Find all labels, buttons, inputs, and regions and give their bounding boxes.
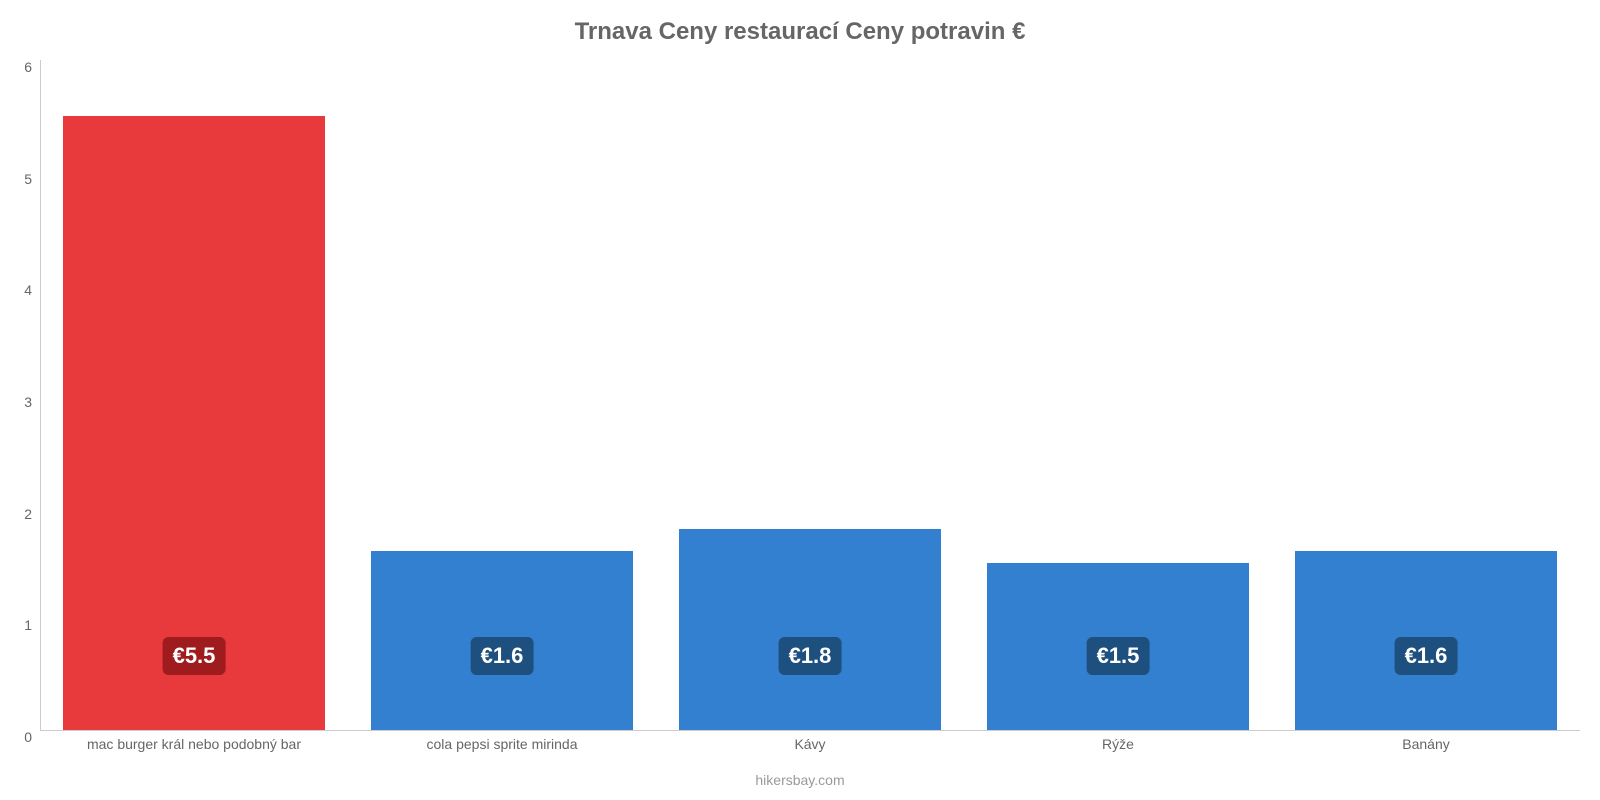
x-tick-label: mac burger král nebo podobný bar <box>87 736 301 752</box>
x-tick-label: Rýže <box>1102 736 1134 752</box>
x-tick-label: cola pepsi sprite mirinda <box>427 736 578 752</box>
y-axis: 0123456 <box>0 60 40 730</box>
y-tick-label: 3 <box>24 394 32 410</box>
plot-area: €5.5 €1.6 €1.8 €1.5 €1.6 <box>40 60 1580 730</box>
bar-value-label: €1.6 <box>471 637 534 675</box>
bar-value-label: €1.5 <box>1087 637 1150 675</box>
chart-title: Trnava Ceny restaurací Ceny potravin € <box>0 18 1600 46</box>
y-tick-label: 0 <box>24 729 32 745</box>
chart-attribution: hikersbay.com <box>0 772 1600 788</box>
bar-value-label: €1.6 <box>1395 637 1458 675</box>
bar <box>679 529 941 730</box>
x-axis: mac burger král nebo podobný bar cola pep… <box>40 730 1580 760</box>
bar-value-label: €5.5 <box>163 637 226 675</box>
x-tick-label: Kávy <box>794 736 825 752</box>
x-tick-label: Banány <box>1402 736 1449 752</box>
y-tick-label: 4 <box>24 282 32 298</box>
y-tick-label: 6 <box>24 59 32 75</box>
bar-chart: Trnava Ceny restaurací Ceny potravin € 0… <box>0 0 1600 800</box>
y-tick-label: 1 <box>24 617 32 633</box>
bar-value-label: €1.8 <box>779 637 842 675</box>
y-tick-label: 5 <box>24 171 32 187</box>
y-tick-label: 2 <box>24 506 32 522</box>
